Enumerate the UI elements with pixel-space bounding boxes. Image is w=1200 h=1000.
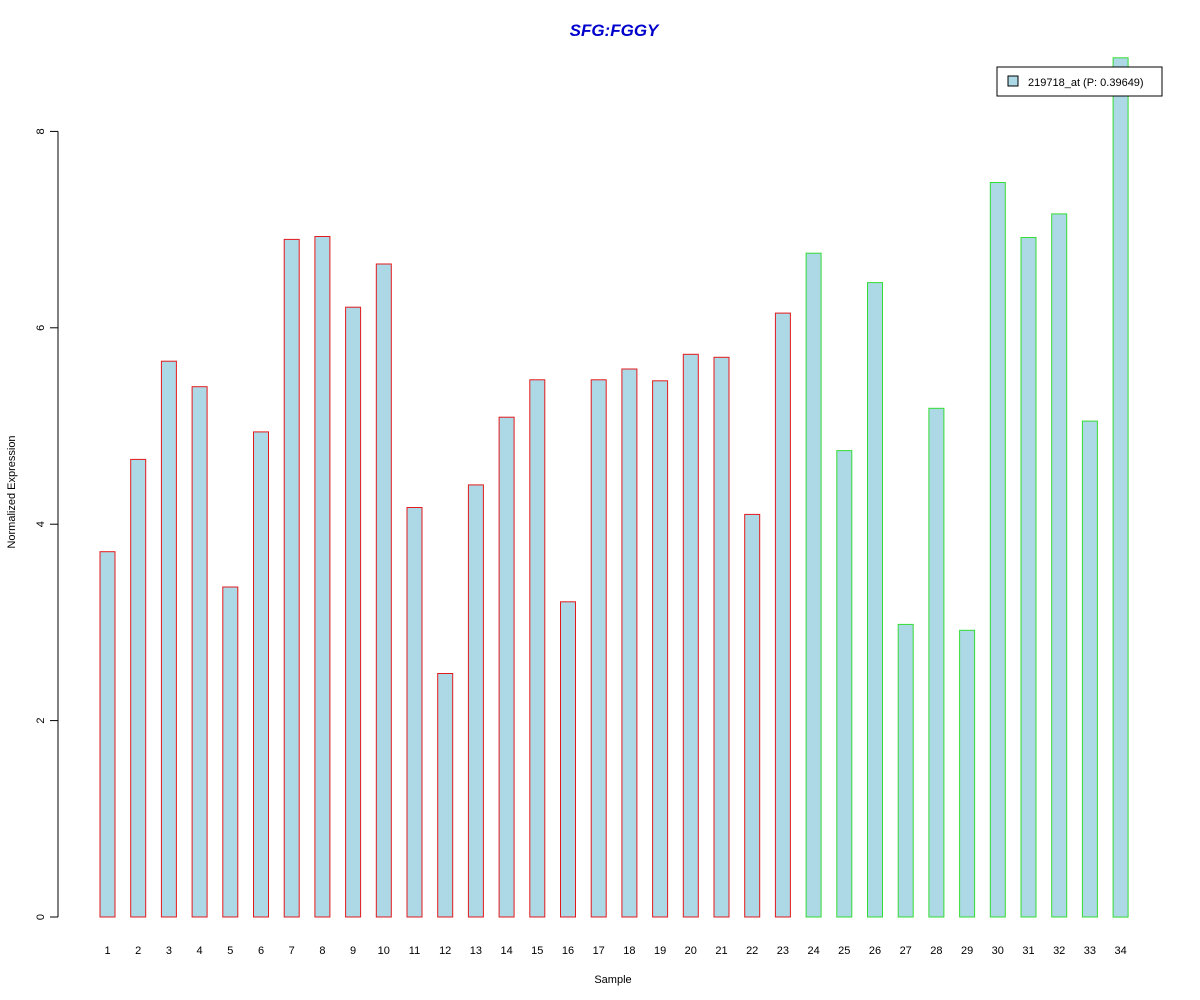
x-tick-label: 31 bbox=[1022, 945, 1034, 957]
bar-sample-31 bbox=[1020, 237, 1037, 918]
y-tick-label: 4 bbox=[35, 521, 47, 527]
legend: 219718_at (P: 0.39649) bbox=[996, 66, 1163, 97]
bar-sample-18 bbox=[621, 368, 638, 918]
bar-sample-33 bbox=[1081, 420, 1098, 918]
bar-sample-24 bbox=[805, 252, 822, 918]
x-tick-label: 20 bbox=[685, 945, 697, 957]
y-tick-label: 2 bbox=[35, 718, 47, 724]
x-tick-label: 21 bbox=[715, 945, 727, 957]
x-tick-label: 4 bbox=[197, 945, 203, 957]
bar-sample-26 bbox=[867, 282, 883, 918]
bar-sample-25 bbox=[836, 450, 853, 918]
bar-sample-14 bbox=[498, 416, 515, 918]
legend-swatch bbox=[1007, 75, 1019, 87]
x-tick-label: 27 bbox=[900, 945, 912, 957]
x-tick-label: 18 bbox=[623, 945, 635, 957]
bars-group bbox=[99, 57, 1129, 918]
x-tick-label: 22 bbox=[746, 945, 758, 957]
x-tick-label: 24 bbox=[807, 945, 819, 957]
bar-sample-19 bbox=[652, 380, 669, 918]
x-tick-label: 26 bbox=[869, 945, 881, 957]
bar-sample-6 bbox=[253, 431, 269, 918]
bar-sample-22 bbox=[744, 513, 761, 918]
x-tick-label: 23 bbox=[777, 945, 789, 957]
x-tick-labels: 1 2 3 4 5 6 7 8 9 10 11 12 13 14 15 16 17 18 19 20 21 22 23 24 2… bbox=[104, 945, 1126, 957]
bar-sample-15 bbox=[529, 379, 546, 918]
legend-box bbox=[996, 66, 1163, 97]
bar-sample-20 bbox=[682, 353, 699, 918]
y-tick-label: 8 bbox=[35, 128, 47, 134]
bar-sample-27 bbox=[897, 623, 914, 918]
x-tick-label: 33 bbox=[1084, 945, 1096, 957]
bar-sample-11 bbox=[406, 507, 423, 918]
x-tick-label: 8 bbox=[319, 945, 325, 957]
bar-sample-4 bbox=[191, 386, 208, 918]
bar-sample-17 bbox=[590, 379, 607, 918]
bar-sample-34 bbox=[1112, 57, 1129, 918]
bar-sample-9 bbox=[345, 306, 362, 918]
x-tick-label: 12 bbox=[439, 945, 451, 957]
bar-sample-2 bbox=[130, 458, 147, 918]
bar-sample-28 bbox=[928, 407, 945, 918]
y-axis-label: Normalized Expression bbox=[6, 435, 18, 548]
bar-sample-3 bbox=[160, 360, 177, 918]
bar-sample-10 bbox=[375, 263, 392, 918]
y-axis: 0 2 4 6 8 bbox=[35, 128, 59, 920]
x-tick-label: 5 bbox=[227, 945, 233, 957]
x-tick-label: 15 bbox=[531, 945, 543, 957]
x-tick-label: 32 bbox=[1053, 945, 1065, 957]
x-tick-label: 30 bbox=[992, 945, 1004, 957]
x-tick-label: 17 bbox=[593, 945, 605, 957]
x-tick-label: 34 bbox=[1114, 945, 1126, 957]
bar-sample-7 bbox=[283, 238, 300, 918]
x-tick-label: 1 bbox=[104, 945, 110, 957]
x-tick-label: 25 bbox=[838, 945, 850, 957]
bar-sample-13 bbox=[467, 484, 484, 918]
bar-sample-29 bbox=[959, 629, 976, 918]
x-tick-label: 10 bbox=[378, 945, 390, 957]
x-axis-label: Sample bbox=[594, 974, 631, 986]
x-tick-label: 6 bbox=[258, 945, 264, 957]
x-tick-label: 2 bbox=[135, 945, 141, 957]
legend-label: 219718_at (P: 0.39649) bbox=[1028, 77, 1144, 89]
bar-sample-1 bbox=[99, 551, 116, 918]
x-tick-label: 14 bbox=[500, 945, 512, 957]
x-tick-label: 9 bbox=[350, 945, 356, 957]
x-tick-label: 29 bbox=[961, 945, 973, 957]
bar-sample-12 bbox=[437, 673, 454, 918]
bar-sample-30 bbox=[989, 182, 1006, 918]
x-tick-label: 7 bbox=[289, 945, 295, 957]
chart-title: SFG:FGGY bbox=[570, 21, 660, 40]
x-tick-label: 19 bbox=[654, 945, 666, 957]
bar-sample-23 bbox=[774, 312, 791, 918]
bar-sample-32 bbox=[1051, 213, 1068, 918]
x-tick-label: 28 bbox=[930, 945, 942, 957]
bar-sample-8 bbox=[314, 236, 331, 918]
bar-sample-21 bbox=[713, 356, 730, 918]
x-tick-label: 3 bbox=[166, 945, 172, 957]
bar-sample-16 bbox=[560, 601, 576, 918]
y-tick-label: 0 bbox=[35, 914, 47, 920]
bar-sample-5 bbox=[222, 586, 239, 918]
x-tick-label: 11 bbox=[409, 945, 420, 957]
y-tick-label: 6 bbox=[35, 325, 47, 331]
x-tick-label: 16 bbox=[562, 945, 574, 957]
x-tick-label: 13 bbox=[470, 945, 482, 957]
